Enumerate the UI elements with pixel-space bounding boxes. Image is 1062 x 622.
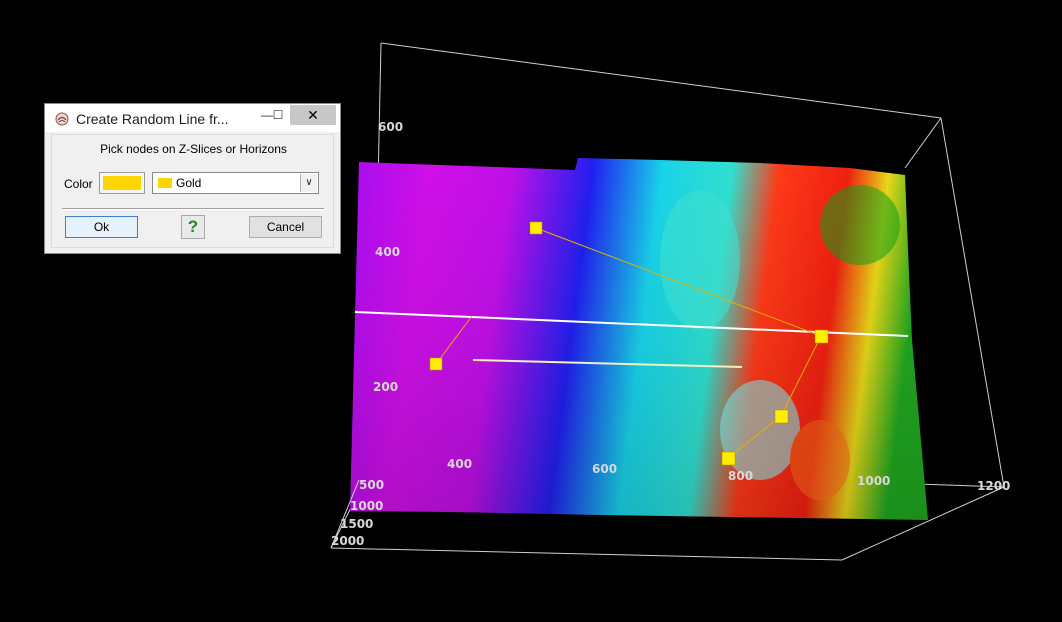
color-select[interactable]: Gold ∨: [152, 172, 319, 194]
ok-button[interactable]: Ok: [65, 216, 138, 238]
node-1[interactable]: [529, 221, 543, 235]
cancel-button[interactable]: Cancel: [249, 216, 322, 238]
dialog-title: Create Random Line fr...: [76, 111, 229, 127]
z-tick-200: 200: [373, 380, 398, 394]
node-4[interactable]: [721, 451, 736, 466]
close-button[interactable]: ✕: [290, 105, 336, 125]
node-2[interactable]: [814, 329, 829, 344]
node-3[interactable]: [774, 409, 789, 424]
color-select-value: Gold: [176, 176, 202, 190]
y-tick-2000: 2000: [331, 534, 364, 548]
color-label: Color: [64, 177, 93, 191]
color-swatch-button[interactable]: [99, 172, 145, 194]
x-tick-400: 400: [447, 457, 472, 471]
x-tick-600: 600: [592, 462, 617, 476]
color-swatch: [103, 176, 141, 190]
random-line-path: [435, 227, 822, 459]
z-tick-600: 600: [378, 120, 403, 134]
axis-labels: 600 400 200 400 600 800 1000 1200 500 10…: [331, 120, 1010, 548]
divider: [62, 208, 324, 210]
dialog-content: Pick nodes on Z-Slices or Horizons Color…: [51, 134, 334, 248]
x-tick-800: 800: [728, 469, 753, 483]
help-icon[interactable]: ?: [181, 215, 205, 239]
maximize-button[interactable]: ☐: [272, 108, 284, 122]
y-tick-1000: 1000: [350, 499, 383, 513]
node-5[interactable]: [429, 357, 443, 371]
y-tick-1500: 1500: [340, 517, 373, 531]
dialog-titlebar[interactable]: Create Random Line fr... — ☐ ✕: [45, 104, 340, 132]
create-random-line-dialog: Create Random Line fr... — ☐ ✕ Pick node…: [44, 103, 341, 254]
x-tick-1000: 1000: [857, 474, 890, 488]
instruction-text: Pick nodes on Z-Slices or Horizons: [100, 142, 287, 156]
y-tick-500: 500: [359, 478, 384, 492]
minimize-button[interactable]: —: [261, 108, 273, 122]
x-tick-1200: 1200: [977, 479, 1010, 493]
z-tick-400: 400: [375, 245, 400, 259]
random-line-nodes[interactable]: [429, 221, 829, 466]
chevron-down-icon[interactable]: ∨: [300, 174, 317, 192]
app-logo-icon: [55, 112, 69, 126]
color-chip: [158, 178, 172, 188]
